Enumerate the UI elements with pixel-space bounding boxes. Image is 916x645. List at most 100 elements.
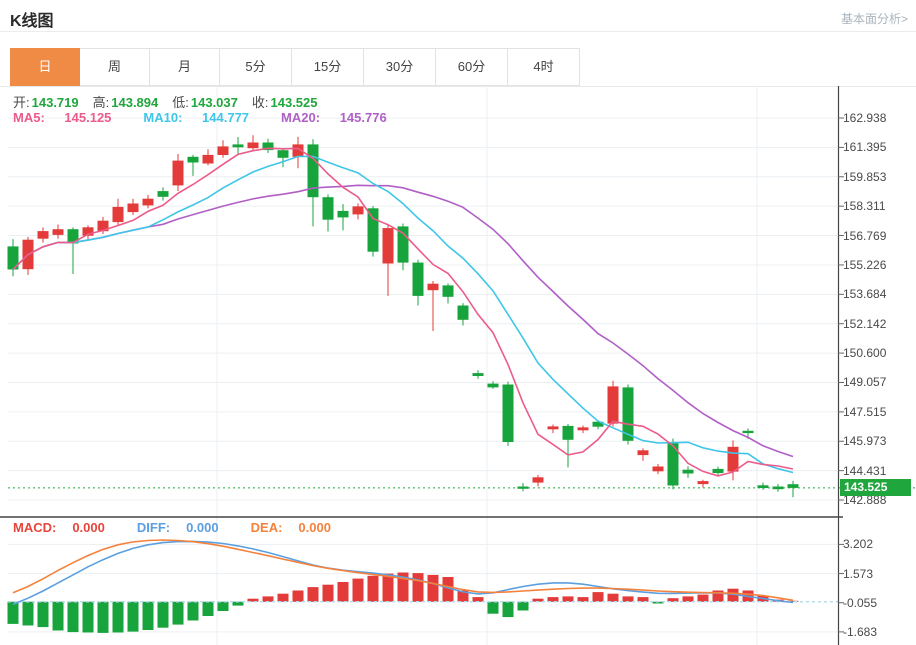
macd-bar (532, 598, 544, 602)
candle-body (472, 373, 484, 376)
macd-value: MACD: 0.000 (13, 520, 105, 535)
macd-bar (52, 601, 64, 631)
open-value: 143.719 (31, 95, 79, 110)
tab-15分[interactable]: 15分 (292, 48, 364, 86)
price-axis-label: 142.888 (843, 493, 887, 508)
macd-bar (457, 590, 469, 602)
candle-body (337, 210, 349, 218)
dea-value: DEA: 0.000 (250, 520, 331, 535)
candle-body (7, 246, 19, 270)
candle-body (82, 227, 94, 236)
macd-bar (352, 578, 364, 602)
price-axis-label: 162.938 (843, 111, 887, 125)
low-value: 143.037 (190, 95, 238, 110)
price-axis-label: 145.973 (843, 434, 887, 449)
candle-body (682, 469, 694, 474)
macd-bar (112, 601, 124, 633)
macd-bar (187, 601, 199, 621)
candle-body (247, 142, 259, 149)
tab-5分[interactable]: 5分 (220, 48, 292, 86)
macd-bar (727, 588, 739, 602)
tab-4时[interactable]: 4时 (508, 48, 580, 86)
macd-header: MACD: 0.000 DIFF: 0.000 DEA: 0.000 (13, 520, 363, 535)
macd-axis-label: -0.055 (843, 595, 878, 610)
candle-body (217, 146, 229, 155)
candle-body (352, 206, 364, 215)
macd-axis-label: 1.573 (843, 566, 874, 581)
macd-bar (562, 596, 574, 602)
candle-body (532, 477, 544, 483)
macd-bar (592, 592, 604, 602)
macd-bar (367, 575, 379, 602)
macd-bar (787, 600, 799, 602)
candle-body (67, 229, 79, 244)
ohlc-header: 开: 143.719 高: 143.894 低: 143.037 收: 143.525 (13, 92, 332, 111)
macd-bar (232, 601, 244, 606)
candle-body (397, 226, 409, 263)
candle-body (187, 156, 199, 163)
macd-bar (127, 601, 139, 632)
page-title: K线图 (10, 13, 54, 30)
candle-body (442, 285, 454, 297)
fundamental-analysis-link[interactable]: 基本面分析> (840, 12, 908, 26)
macd-bar (607, 593, 619, 602)
price-axis-label: 149.057 (843, 375, 887, 390)
price-axis-label: 156.769 (843, 228, 887, 243)
low-label: 低: (172, 95, 189, 110)
candle-body (112, 206, 124, 223)
candle-body (97, 220, 109, 232)
macd-bar (652, 601, 664, 604)
candle-body (307, 144, 319, 198)
ma5-line (12, 147, 794, 477)
macd-bar (397, 572, 409, 602)
price-axis-label: 144.431 (843, 463, 887, 478)
diff-value: DIFF: 0.000 (136, 520, 219, 535)
tab-周[interactable]: 周 (80, 48, 150, 86)
price-axis-label: 153.684 (843, 287, 887, 302)
ma-header: MA5: 145.125 MA10: 144.777 MA20: 145.776 (13, 110, 419, 125)
macd-bar (472, 597, 484, 602)
macd-bar (142, 601, 154, 630)
candle-body (232, 144, 244, 148)
candle-body (592, 421, 604, 427)
macd-bar (637, 597, 649, 602)
candle-body (457, 305, 469, 320)
macd-bar (487, 601, 499, 614)
candle-body (757, 485, 769, 488)
candle-body (412, 262, 424, 296)
candle-body (427, 283, 439, 291)
macd-bar (277, 593, 289, 602)
macd-bar (442, 577, 454, 602)
candle-body (667, 442, 679, 486)
tab-60分[interactable]: 60分 (436, 48, 508, 86)
candle-body (142, 198, 154, 206)
ma20-value: MA20: 145.776 (281, 110, 387, 125)
macd-bar (97, 601, 109, 633)
macd-bar (517, 601, 529, 611)
candle-body (577, 427, 589, 431)
tab-日[interactable]: 日 (10, 48, 80, 86)
candle-body (727, 446, 739, 472)
close-value: 143.525 (270, 95, 318, 110)
macd-bar (322, 584, 334, 602)
candle-body (277, 150, 289, 158)
macd-axis-label: -1.683 (843, 624, 878, 639)
macd-bar (7, 601, 19, 624)
candle-body (787, 484, 799, 488)
title-divider (0, 31, 916, 32)
macd-bar (697, 594, 709, 602)
tab-月[interactable]: 月 (150, 48, 220, 86)
price-axis-label: 159.853 (843, 169, 887, 184)
macd-bar (172, 601, 184, 625)
macd-bar (247, 598, 259, 602)
tab-30分[interactable]: 30分 (364, 48, 436, 86)
period-tabs: 日周月 5分 15分 30分 60分 4时 (10, 48, 580, 86)
macd-bar (22, 601, 34, 626)
candle-body (262, 142, 274, 151)
candle-body (367, 208, 379, 252)
macd-axis-label: 3.202 (843, 537, 874, 552)
candle-body (622, 387, 634, 441)
ma5-value: MA5: 145.125 (13, 110, 112, 125)
candle-body (157, 191, 169, 197)
